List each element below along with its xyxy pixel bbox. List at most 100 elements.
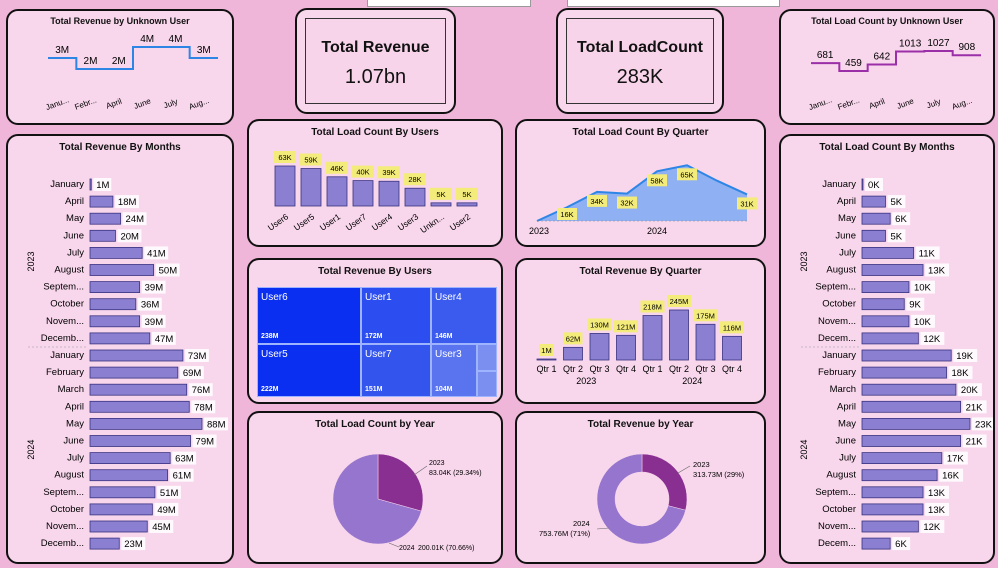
- bar: [536, 358, 557, 361]
- data-label-bg: [155, 263, 180, 277]
- data-label-bg: [677, 168, 697, 181]
- y-tick-label: June: [63, 436, 84, 447]
- data-label-bg: [188, 383, 213, 397]
- bar: [695, 323, 716, 361]
- pie-slice: [641, 453, 688, 511]
- rev-quarter-title: Total Revenue By Quarter: [579, 266, 702, 277]
- pie-slice: [596, 453, 686, 545]
- data-label: 20K: [961, 385, 979, 396]
- bar: [89, 503, 153, 516]
- y-tick-label: January: [50, 179, 84, 190]
- kpi-loadcount-value: 283K: [616, 66, 664, 88]
- bar: [300, 168, 322, 207]
- treemap-cell-user3[interactable]: User3 104M: [431, 344, 477, 397]
- data-label: 49M: [157, 505, 176, 516]
- treemap-cell-user1[interactable]: User1 172M: [361, 287, 431, 344]
- series-line: [536, 164, 748, 222]
- series-line: [811, 50, 981, 72]
- bar: [89, 469, 169, 482]
- treemap-cell-small-a[interactable]: [477, 344, 497, 371]
- load-quarter-panel[interactable]: Total Load Count By Quarter 16K 34K 32K 58K…: [515, 119, 766, 247]
- load-year-panel[interactable]: Total Load Count by Year 2023 83.04K (29.…: [247, 411, 503, 564]
- bar: [89, 247, 143, 259]
- x-tick-label: June: [133, 96, 153, 111]
- data-label-bg: [737, 197, 757, 210]
- y-tick-label: April: [65, 196, 84, 207]
- data-label-bg: [920, 520, 945, 533]
- data-label: 19K: [956, 351, 974, 362]
- data-label-bg: [614, 320, 638, 333]
- treemap-cell-user7[interactable]: User7 151M: [361, 344, 431, 397]
- data-label: 16K: [560, 210, 573, 219]
- data-label-bg: [887, 195, 906, 209]
- x-tick-label: Qtr 3: [589, 364, 609, 374]
- data-label: 63M: [175, 454, 194, 465]
- data-label: 63K: [278, 153, 291, 162]
- data-label: 3M: [197, 45, 211, 56]
- load-months-panel[interactable]: Total Load Count By Months January 0K Apri…: [779, 134, 995, 564]
- rev-quarter-panel[interactable]: Total Revenue By Quarter 1M Qtr 1 62M Qtr 2…: [515, 258, 766, 404]
- bar: [89, 435, 191, 447]
- rev-year-panel[interactable]: Total Revenue by Year 2023 313.73M (29%) 2…: [515, 411, 766, 564]
- slice-label-value: 83.04K (29.34%): [429, 470, 482, 477]
- load-unknown-chart: 681 459 642 1013 1027 908 Janu... Febr... April J…: [807, 38, 981, 112]
- bar: [861, 195, 886, 208]
- y-tick-label: June: [63, 230, 84, 241]
- data-label-bg: [93, 178, 112, 191]
- x-tick-label: Janu...: [807, 95, 833, 112]
- load-users-panel[interactable]: Total Load Count By Users 63K User6 59K Use…: [247, 119, 503, 247]
- kpi-revenue-card[interactable]: Total Revenue 1.07bn: [295, 8, 456, 114]
- data-label: 5K: [462, 190, 471, 199]
- y-tick-label: April: [837, 196, 856, 207]
- treemap-cell-small-b[interactable]: [477, 371, 497, 397]
- data-label-bg: [939, 468, 964, 482]
- bar: [89, 366, 179, 379]
- kpi-revenue-inner: Total Revenue 1.07bn: [305, 18, 446, 104]
- data-label-bg: [892, 212, 911, 226]
- y-tick-label: August: [54, 265, 84, 276]
- data-label: 41M: [147, 248, 166, 259]
- group-label: 2024: [682, 376, 702, 386]
- data-label: 18M: [118, 197, 137, 208]
- data-label: 13K: [928, 266, 946, 277]
- data-label-bg: [300, 153, 322, 166]
- bar: [89, 452, 171, 465]
- data-label: 39K: [382, 168, 395, 177]
- top-bar-left: [367, 0, 531, 7]
- y-tick-label: February: [818, 367, 856, 378]
- group-label: 2023: [576, 376, 596, 386]
- x-tick-label: User5: [292, 211, 317, 232]
- data-label: 130M: [590, 320, 609, 329]
- leader-line: [596, 527, 610, 530]
- treemap-label: User6: [261, 292, 288, 303]
- y-tick-label: April: [65, 401, 84, 412]
- data-label-bg: [617, 196, 637, 209]
- bar: [861, 247, 915, 259]
- rev-unknown-panel[interactable]: Total Revenue by Unknown User 3M 2M 2M 4M 4M…: [6, 9, 234, 125]
- x-tick-label: User1: [318, 211, 343, 232]
- bar: [861, 212, 891, 225]
- y-tick-label: August: [826, 265, 856, 276]
- bar: [89, 332, 151, 345]
- rev-months-panel[interactable]: Total Revenue By Months January 1M April 18…: [6, 134, 234, 564]
- data-label-bg: [887, 229, 906, 243]
- data-label-bg: [667, 295, 691, 307]
- y-tick-label: July: [839, 247, 856, 258]
- y-tick-label: October: [50, 299, 84, 310]
- rev-unknown-chart: 3M 2M 2M 4M 4M 3M Janu... Febr... April June July A…: [44, 34, 218, 112]
- group-label: 2023: [26, 251, 36, 271]
- treemap-cell-user6[interactable]: User6 238M: [257, 287, 361, 344]
- data-label: 2M: [112, 56, 126, 67]
- slice-label-name: 2023: [693, 460, 710, 469]
- load-unknown-panel[interactable]: Total Load Count by Unknown User 681 459 6…: [779, 9, 995, 125]
- data-label-bg: [557, 208, 577, 220]
- data-label: 16K: [942, 471, 960, 482]
- data-label-bg: [204, 417, 228, 431]
- bar: [89, 486, 156, 499]
- data-label: 47M: [155, 334, 174, 345]
- treemap-cell-user5[interactable]: User5 222M: [257, 344, 361, 397]
- kpi-loadcount-card[interactable]: Total LoadCount 283K: [556, 8, 724, 114]
- treemap-cell-user4[interactable]: User4 146M: [431, 287, 497, 344]
- bar: [861, 520, 919, 533]
- rev-users-panel[interactable]: Total Revenue By Users User6 238M User1 …: [247, 258, 503, 404]
